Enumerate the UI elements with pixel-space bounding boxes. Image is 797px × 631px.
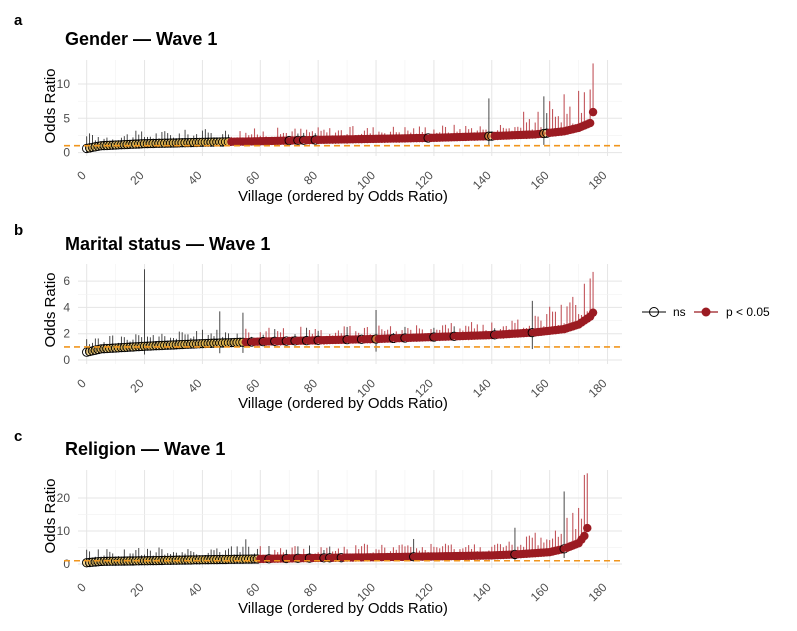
x-tick-label: 60	[243, 580, 263, 600]
x-tick-label: 40	[185, 580, 205, 600]
x-tick-label: 160	[528, 376, 552, 400]
x-tick-label: 20	[127, 580, 147, 600]
panel-a-ylabel: Odds Ratio	[42, 68, 59, 143]
panel-c-letter: c	[14, 428, 22, 445]
y-tick-label: 0	[63, 353, 70, 367]
y-tick-label: 10	[57, 524, 71, 538]
panel-b-ylabel: Odds Ratio	[42, 272, 59, 347]
x-tick-label: 160	[528, 168, 552, 192]
sig-point	[334, 553, 343, 562]
x-tick-label: 140	[470, 580, 494, 604]
sig-point	[583, 523, 592, 533]
panel-c-xlabel: Village (ordered by Odds Ratio)	[238, 600, 448, 617]
panel-c-ylabel: Odds Ratio	[42, 478, 59, 553]
x-tick-label: 60	[243, 168, 263, 188]
panel-b-title: Marital status — Wave 1	[65, 234, 270, 254]
sig-point	[585, 118, 595, 128]
x-tick-label: 0	[74, 376, 89, 391]
x-tick-label: 60	[243, 376, 263, 396]
x-tick-label: 180	[586, 376, 610, 400]
sig-point	[580, 531, 589, 541]
sig-point	[588, 308, 598, 317]
x-tick-label: 20	[127, 168, 147, 188]
legend-ns-marker	[649, 307, 659, 317]
panel-c-title: Religion — Wave 1	[65, 439, 225, 459]
x-tick-label: 20	[127, 376, 147, 396]
legend-sig-marker	[701, 307, 711, 317]
x-tick-label: 180	[586, 580, 610, 604]
x-tick-label: 40	[185, 168, 205, 188]
panel-b-xlabel: Village (ordered by Odds Ratio)	[238, 395, 448, 412]
panel-a-letter: a	[14, 12, 23, 29]
y-tick-label: 4	[63, 300, 70, 314]
x-tick-label: 0	[74, 168, 89, 183]
y-tick-label: 20	[57, 491, 71, 505]
y-tick-label: 6	[63, 274, 70, 288]
panel-a-title: Gender — Wave 1	[65, 29, 217, 49]
legend: ns p < 0.05	[642, 305, 770, 319]
x-tick-label: 80	[301, 580, 321, 600]
legend-ns-label: ns	[673, 305, 686, 319]
y-tick-label: 2	[63, 327, 70, 341]
sig-point	[588, 107, 598, 117]
y-tick-label: 0	[63, 557, 70, 571]
y-tick-label: 10	[57, 77, 71, 91]
panel-b-letter: b	[14, 222, 23, 239]
x-tick-label: 140	[470, 376, 494, 400]
sig-point	[406, 552, 415, 561]
panel-a-xlabel: Village (ordered by Odds Ratio)	[238, 188, 448, 205]
x-tick-label: 40	[185, 376, 205, 396]
x-tick-label: 80	[301, 376, 321, 396]
x-tick-label: 180	[586, 168, 610, 192]
y-tick-label: 0	[63, 146, 70, 160]
x-tick-label: 160	[528, 580, 552, 604]
x-tick-label: 140	[470, 168, 494, 192]
x-tick-label: 0	[74, 580, 89, 595]
legend-sig-label: p < 0.05	[726, 305, 770, 319]
y-tick-label: 5	[63, 111, 70, 125]
x-tick-label: 80	[301, 168, 321, 188]
sig-point	[322, 553, 332, 563]
